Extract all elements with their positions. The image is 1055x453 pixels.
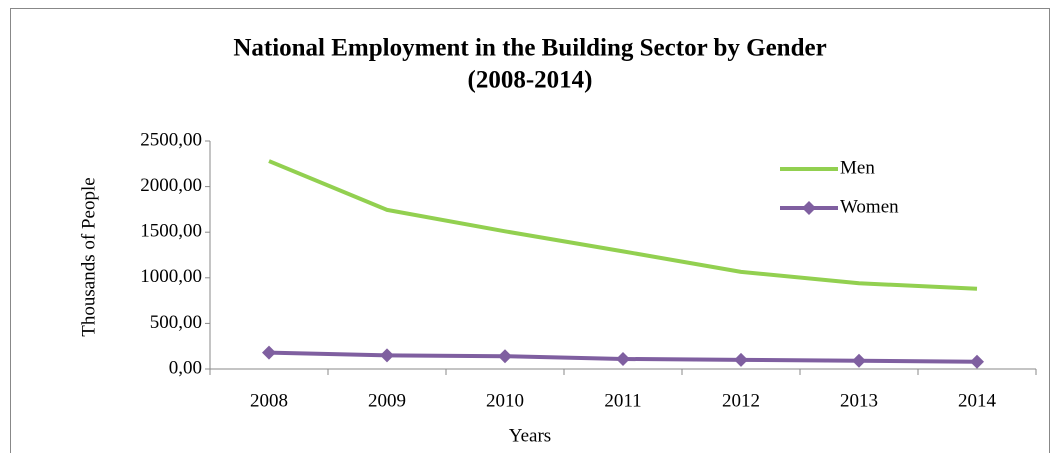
x-tick-label: 2010 [486,390,524,411]
marker [262,345,276,360]
y-axis-label: Thousands of People [78,177,99,336]
x-axis-label: Years [509,425,551,446]
x-tick-label: 2008 [250,390,288,411]
y-tick-label: 500,00 [150,312,202,333]
x-tick-label: 2011 [604,390,641,411]
y-tick-label: 1000,00 [140,266,202,287]
marker [498,349,512,364]
marker [734,352,748,367]
chart-subtitle: (2008-2014) [468,67,593,94]
x-tick-label: 2012 [722,390,760,411]
chart-title: National Employment in the Building Sect… [233,35,826,62]
marker [852,353,866,368]
legend-label: Men [840,157,875,178]
marker [616,351,630,366]
x-tick-label: 2013 [840,390,878,411]
x-tick-label: 2014 [958,390,997,411]
legend-marker [802,201,816,215]
marker [970,354,984,369]
y-tick-label: 2000,00 [140,175,202,196]
chart-frame [10,8,1050,453]
marker [380,348,394,363]
line-series [268,159,978,291]
legend-label: Women [840,196,899,217]
y-tick-label: 2500,00 [140,129,202,150]
x-tick-label: 2009 [368,390,406,411]
y-tick-label: 1500,00 [140,221,202,242]
y-tick-label: 0,00 [169,357,202,378]
